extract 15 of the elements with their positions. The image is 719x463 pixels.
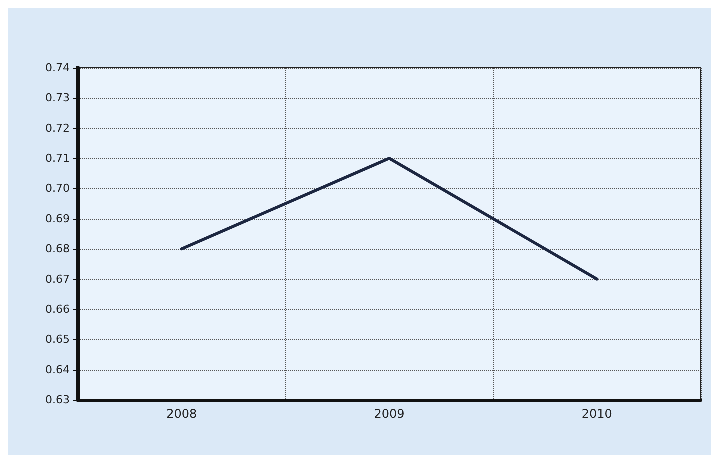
y-tick-label: 0.68 <box>46 242 70 256</box>
x-tick-label: 2008 <box>166 407 198 421</box>
y-tick-label: 0.70 <box>46 182 70 196</box>
y-tick-label: 0.67 <box>46 272 70 286</box>
y-tick-label: 0.66 <box>46 302 70 316</box>
y-tick-label: 0.63 <box>46 394 70 406</box>
y-tick-label: 0.64 <box>46 363 70 376</box>
y-tick-label: 0.69 <box>46 212 70 226</box>
y-tick-label: 0.72 <box>46 122 70 135</box>
y-tick-label: 0.73 <box>46 92 70 105</box>
y-tick-label: 0.74 <box>46 62 70 74</box>
y-tick-label: 0.71 <box>46 152 70 166</box>
y-tick-label: 0.65 <box>46 333 70 346</box>
x-tick-label: 2009 <box>374 407 405 421</box>
x-tick-label: 2010 <box>582 407 612 421</box>
